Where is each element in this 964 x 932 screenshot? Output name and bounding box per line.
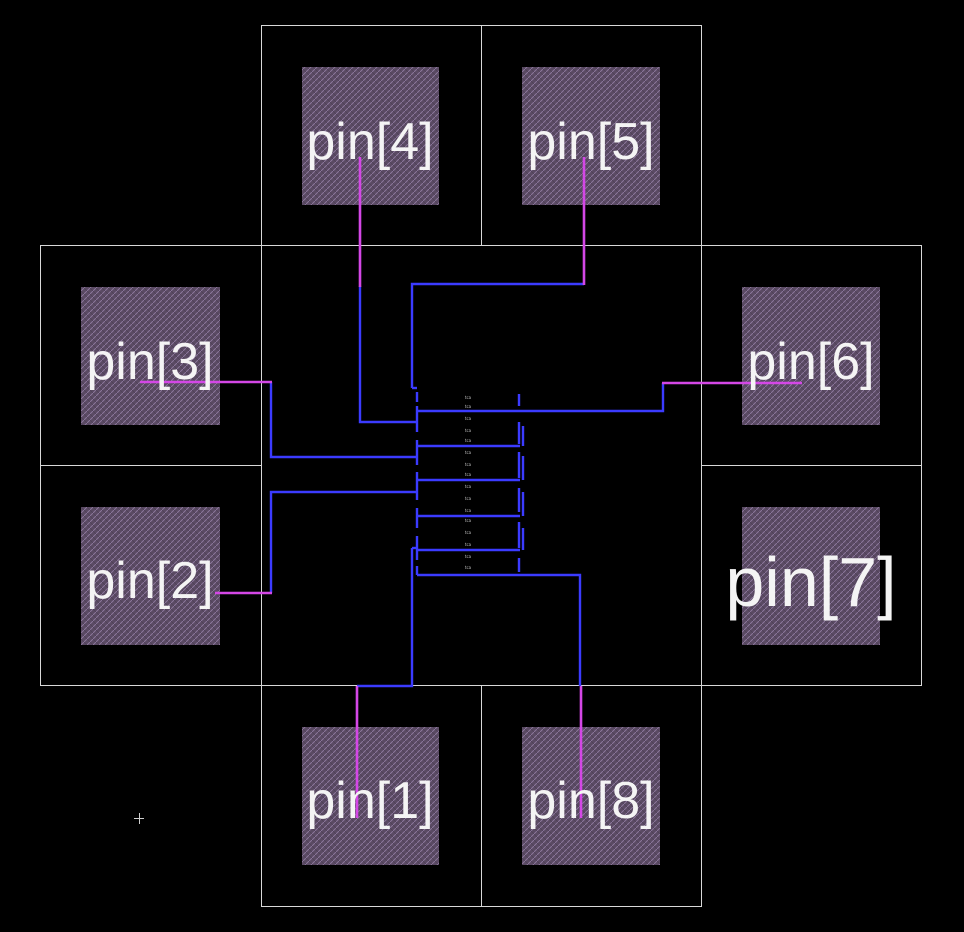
center-left-spine bbox=[412, 386, 419, 575]
cell-label: tca bbox=[465, 496, 472, 501]
pad-label-pin-4: pin[4] bbox=[306, 113, 433, 171]
cell-label: tca bbox=[465, 565, 472, 570]
pad-area-pin-5[interactable] bbox=[522, 67, 660, 205]
pad-label-pin-1: pin[1] bbox=[306, 772, 433, 830]
route-pin-1 bbox=[357, 548, 414, 688]
pad-area-pin-7[interactable] bbox=[742, 507, 880, 645]
cell-label: tca bbox=[465, 416, 472, 421]
pad-labels: pin[4] pin[5] pin[3] pin[2] pin[6] pin[7… bbox=[86, 113, 896, 830]
cell-label: tca bbox=[465, 428, 472, 433]
cell-label: tca bbox=[465, 542, 472, 547]
cell-label: tca bbox=[465, 404, 472, 409]
pad-areas bbox=[81, 67, 880, 865]
cell-label: tca bbox=[465, 554, 472, 559]
cell-label: tca bbox=[465, 395, 472, 400]
route-pin-4 bbox=[358, 286, 417, 424]
center-cell-labels: tca tca tca tca tca tca tca tca tca tca … bbox=[465, 395, 472, 570]
cell-label: tca bbox=[465, 518, 472, 523]
cell-label: tca bbox=[465, 484, 472, 489]
pad-area-pin-3[interactable] bbox=[81, 287, 220, 425]
route-pin-3 bbox=[269, 382, 417, 459]
pad-label-pin-2: pin[2] bbox=[86, 552, 213, 610]
pad-area-pin-2[interactable] bbox=[81, 507, 220, 645]
cell-outline-pin-7 bbox=[701, 465, 922, 686]
cell-label: tca bbox=[465, 508, 472, 513]
route-pin-5 bbox=[410, 282, 584, 388]
pad-label-pin-5: pin[5] bbox=[527, 113, 654, 171]
cell-label: tca bbox=[465, 438, 472, 443]
cell-outlines bbox=[40, 25, 922, 907]
pad-area-pin-1[interactable] bbox=[302, 727, 439, 865]
pad-label-pin-6: pin[6] bbox=[747, 333, 874, 391]
route-pin-6 bbox=[417, 383, 665, 413]
cell-label: tca bbox=[465, 462, 472, 467]
route-pin-2 bbox=[269, 490, 417, 593]
pad-label-pin-3: pin[3] bbox=[86, 333, 213, 391]
route-pin-8 bbox=[417, 573, 582, 686]
cell-label: tca bbox=[465, 530, 472, 535]
origin-marker-icon bbox=[134, 813, 144, 824]
pad-area-pin-6[interactable] bbox=[742, 287, 880, 425]
cell-label: tca bbox=[465, 472, 472, 477]
cell-outline-pin-8 bbox=[481, 685, 702, 907]
pad-label-pin-8: pin[8] bbox=[527, 772, 654, 830]
pad-label-pin-7: pin[7] bbox=[725, 543, 896, 621]
cell-label: tca bbox=[465, 450, 472, 455]
routes-layer-2 bbox=[140, 157, 802, 818]
pad-area-pin-8[interactable] bbox=[522, 727, 660, 865]
pad-area-pin-4[interactable] bbox=[302, 67, 439, 205]
center-cell-rails bbox=[417, 444, 520, 552]
center-right-spine bbox=[517, 394, 525, 572]
routes-layer-1 bbox=[269, 282, 665, 688]
